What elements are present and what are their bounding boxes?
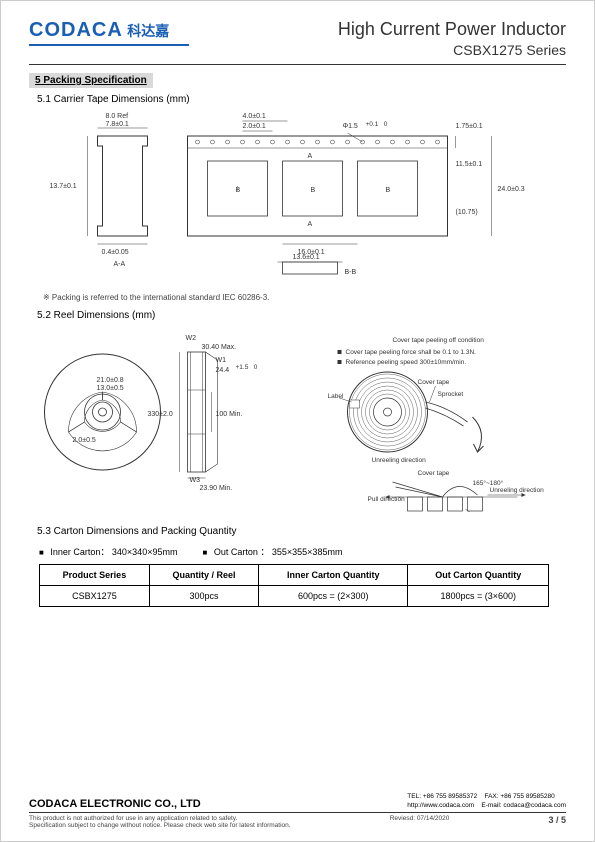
logo-cn: 科达嘉 (127, 23, 169, 39)
label-label: Label (328, 393, 344, 400)
dim-40: 4.0±0.1 (243, 113, 266, 120)
dim-244-tol: +1.5 0 (236, 364, 258, 371)
doc-title: High Current Power Inductor (338, 19, 566, 40)
inner-carton-label: Inner Carton： (50, 547, 109, 557)
square-bullet-2: ■ (202, 548, 207, 557)
table-row: CSBX1275 300pcs 600pcs = (2×300) 1800pcs… (40, 586, 549, 607)
label-w2: W2 (186, 335, 197, 342)
angle-label: 165°~180° (473, 479, 504, 487)
dim-reel-20: 2.0±0.5 (73, 437, 96, 444)
td-product: CSBX1275 (40, 586, 150, 607)
label-b1: B (236, 187, 241, 194)
th-out-qty: Out Carton Quantity (408, 565, 549, 586)
dim-reel-210: 21.0±0.8 (97, 377, 124, 384)
doc-subtitle: CSBX1275 Series (338, 42, 566, 58)
footer-bottom: This product is not authorized for use i… (29, 813, 566, 829)
unreel-dir-2: Unreeling direction (490, 487, 545, 494)
cover-tape-2: Cover tape (418, 470, 450, 477)
label-b2: B (311, 187, 316, 194)
logo-text: CODACA (29, 19, 123, 41)
dim-3040: 30.40 Max. (202, 344, 237, 351)
web: http://www.codaca.com (407, 802, 474, 809)
dim-phi15-tol: +0.1 0 (366, 121, 388, 128)
dim-244: 24.4 (216, 367, 230, 374)
packing-table: Product Series Quantity / Reel Inner Car… (39, 564, 549, 607)
dim-78: 7.8±0.1 (106, 121, 129, 128)
dim-100min: 100 Min. (216, 411, 243, 418)
dim-137: 13.7±0.1 (50, 183, 77, 190)
dim-175: 1.75±0.1 (456, 123, 483, 130)
section-5-1-heading: 5.1 Carrier Tape Dimensions (mm) (37, 94, 566, 105)
th-inner-qty: Inner Carton Quantity (259, 565, 408, 586)
page-footer: CODACA ELECTRONIC CO., LTD TEL: +86 755 … (29, 793, 566, 829)
title-block: High Current Power Inductor CSBX1275 Ser… (338, 19, 566, 58)
page-number: 3 / 5 (548, 815, 566, 829)
logo-underline (29, 44, 189, 46)
reel-diagram: 13.0±0.5 21.0±0.8 2.0±0.5 W2 30.40 Max. … (29, 327, 566, 512)
out-carton-label: Out Carton ： (214, 547, 270, 557)
dim-240: 24.0±0.3 (498, 186, 525, 193)
dim-2390: 23.90 Min. (200, 485, 233, 492)
td-out-qty: 1800pcs = (3×600) (408, 586, 549, 607)
section-5-2-heading: 5.2 Reel Dimensions (mm) (37, 310, 566, 321)
dim-20: 2.0±0.1 (243, 123, 266, 130)
content: 5 Packing Specification 5.1 Carrier Tape… (1, 65, 594, 607)
revised-date: Reviesd: 07/14/2020 (390, 815, 450, 829)
dim-136: 13.6±0.1 (293, 254, 320, 261)
tel: TEL: +86 755 89585372 (407, 793, 477, 800)
dim-reel-130: 13.0±0.5 (97, 385, 124, 392)
peel-force: Cover tape peeling force shall be 0.1 to… (346, 349, 477, 356)
square-bullet-1: ■ (39, 548, 44, 557)
label-bb: B-B (345, 269, 357, 276)
packing-note: ※ Packing is referred to the internation… (43, 293, 566, 302)
dim-04: 0.4±0.05 (102, 249, 129, 256)
cover-tape-label: Cover tape (418, 379, 450, 386)
td-inner-qty: 600pcs = (2×300) (259, 586, 408, 607)
th-product: Product Series (40, 565, 150, 586)
th-qty-reel: Quantity / Reel (149, 565, 258, 586)
label-b3: B (386, 187, 391, 194)
footer-top: CODACA ELECTRONIC CO., LTD TEL: +86 755 … (29, 793, 566, 813)
sprocket-label: Sprocket (438, 391, 464, 398)
fax: FAX: +86 755 89585280 (484, 793, 554, 800)
out-carton-val: 355×355×385mm (272, 547, 343, 557)
dim-phi15: Φ1.5 (343, 123, 358, 130)
td-qty-reel: 300pcs (149, 586, 258, 607)
company-name: CODACA ELECTRONIC CO., LTD (29, 798, 201, 810)
disclaimer-2: Specification subject to change without … (29, 822, 291, 829)
label-a-bot: A (308, 221, 313, 228)
contact-block: TEL: +86 755 89585372 FAX: +86 755 89585… (407, 793, 566, 810)
page-header: CODACA 科达嘉 High Current Power Inductor C… (1, 1, 594, 62)
dim-330: 330±2.0 (148, 411, 173, 418)
label-a-top: A (308, 153, 313, 160)
table-header-row: Product Series Quantity / Reel Inner Car… (40, 565, 549, 586)
disclaimer-1: This product is not authorized for use i… (29, 815, 237, 822)
inner-carton-val: 340×340×95mm (112, 547, 178, 557)
carrier-tape-diagram: 8.0 Ref 7.8±0.1 13.7±0.1 0.4±0.05 A-A (29, 111, 566, 281)
logo-block: CODACA 科达嘉 (29, 19, 189, 46)
dim-8ref: 8.0 Ref (106, 113, 129, 120)
dim-115: 11.5±0.1 (456, 161, 483, 168)
carton-dims-line: ■ Inner Carton： 340×340×95mm ■ Out Carto… (39, 545, 566, 558)
dim-1075: (10.75) (456, 209, 478, 216)
peel-title: Cover tape peeling off condition (393, 337, 485, 344)
email: E-mail: codaca@codaca.com (481, 802, 566, 809)
peel-speed: Reference peeling speed 300±10mm/min. (346, 359, 467, 366)
label-aa: A-A (114, 261, 126, 268)
unreel-dir-1: Unreeling direction (372, 457, 427, 464)
label-w1: W1 (216, 357, 227, 364)
section-5-heading: 5 Packing Specification (29, 73, 153, 88)
disclaimer: This product is not authorized for use i… (29, 815, 291, 829)
section-5-3-heading: 5.3 Carton Dimensions and Packing Quanti… (37, 526, 566, 537)
